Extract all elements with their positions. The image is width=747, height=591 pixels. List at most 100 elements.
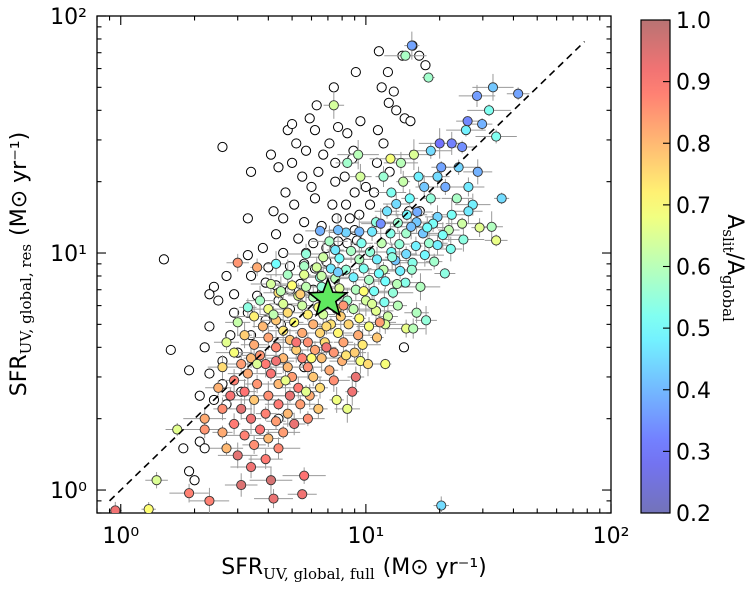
colored-point xyxy=(213,382,224,393)
x-tick-label: 10⁰ xyxy=(102,524,139,549)
colored-point xyxy=(199,424,210,435)
colored-point xyxy=(260,408,271,419)
colored-point xyxy=(436,162,447,173)
open-point xyxy=(228,289,240,300)
colored-point xyxy=(289,418,300,430)
colored-point xyxy=(270,356,282,367)
colored-point xyxy=(429,256,440,267)
open-point xyxy=(330,176,341,187)
open-points-layer xyxy=(158,40,431,486)
colored-point xyxy=(395,265,406,277)
colored-point xyxy=(406,221,417,232)
colored-point xyxy=(423,72,434,83)
colored-point xyxy=(346,245,357,257)
colored-point xyxy=(406,264,417,275)
colored-point xyxy=(314,382,326,393)
open-point xyxy=(278,247,289,259)
colored-point xyxy=(110,505,121,513)
colored-point xyxy=(486,221,497,232)
colored-point xyxy=(263,433,274,444)
open-point xyxy=(265,149,277,160)
colored-point xyxy=(445,243,456,255)
colored-point xyxy=(363,274,375,285)
colored-point xyxy=(295,289,306,300)
open-point xyxy=(328,82,339,93)
open-point xyxy=(286,157,298,168)
colorbar-tick-label: 0.8 xyxy=(676,132,711,157)
open-point xyxy=(293,233,304,244)
colorbar-tick-label: 0.9 xyxy=(676,71,711,96)
colored-point xyxy=(249,311,260,322)
open-point xyxy=(355,116,366,127)
colored-point xyxy=(221,443,232,454)
colored-point xyxy=(496,193,507,204)
colored-point xyxy=(432,171,443,182)
colored-point xyxy=(236,403,247,414)
open-point xyxy=(165,344,176,356)
colored-point xyxy=(425,193,436,204)
colored-point xyxy=(385,153,396,164)
colored-point xyxy=(184,488,195,499)
colored-point xyxy=(353,149,364,160)
colored-point xyxy=(483,105,495,116)
colored-point xyxy=(217,403,228,414)
colored-point xyxy=(419,250,430,261)
open-point xyxy=(204,289,215,300)
colored-point xyxy=(324,365,335,376)
colored-point xyxy=(236,359,247,370)
colored-point xyxy=(242,302,253,313)
y-axis-title-unit: (M⊙ yr⁻¹) xyxy=(7,132,32,236)
open-point xyxy=(349,187,360,198)
colored-point xyxy=(265,368,277,379)
colored-point xyxy=(297,489,308,500)
colored-point xyxy=(263,332,274,343)
colored-point xyxy=(421,315,432,326)
axis-ticks-layer: 10⁰ 10¹ 10² 10⁰ 10¹ 10² xyxy=(50,5,629,549)
colored-point xyxy=(367,298,378,309)
colored-point xyxy=(440,181,451,192)
open-point xyxy=(342,128,353,139)
colored-point xyxy=(275,286,286,297)
open-point xyxy=(257,242,268,254)
colored-point xyxy=(314,225,326,236)
colored-point xyxy=(491,131,502,142)
colored-point xyxy=(273,399,284,410)
colored-point xyxy=(365,246,376,258)
colored-point xyxy=(391,198,402,210)
colorbar-title-main: A xyxy=(722,214,747,229)
open-point xyxy=(339,171,350,182)
y-axis-title-main: SFR xyxy=(7,354,32,396)
open-point xyxy=(388,86,399,97)
one-to-one-line xyxy=(108,41,586,502)
colored-point xyxy=(333,224,344,236)
colored-point xyxy=(462,116,473,127)
colorbar-tick-label: 0.4 xyxy=(676,379,711,404)
colorbar-tick-label: 0.2 xyxy=(676,502,711,527)
colored-point xyxy=(379,297,390,308)
colored-point xyxy=(363,321,375,332)
colored-point xyxy=(260,359,271,370)
colored-point xyxy=(358,263,369,274)
open-point xyxy=(245,166,257,177)
colored-point xyxy=(491,235,502,246)
colored-point xyxy=(263,390,274,401)
colored-point xyxy=(300,248,312,260)
colored-point xyxy=(300,281,312,292)
colored-point xyxy=(487,82,499,93)
y-tick-label: 10⁰ xyxy=(50,479,87,504)
colored-point xyxy=(291,337,302,348)
colored-point xyxy=(404,193,415,204)
x-axis-title-main: SFR xyxy=(221,555,263,580)
colored-point xyxy=(321,321,332,332)
colored-point xyxy=(245,462,257,473)
colored-point xyxy=(282,307,293,318)
colored-point xyxy=(239,386,250,397)
colored-point xyxy=(249,394,260,405)
colored-point xyxy=(270,342,282,353)
open-point xyxy=(284,261,296,272)
open-point xyxy=(158,254,170,265)
colored-point xyxy=(221,337,232,348)
colored-point xyxy=(513,88,524,99)
colorbar-tick-label: 0.6 xyxy=(676,256,711,281)
